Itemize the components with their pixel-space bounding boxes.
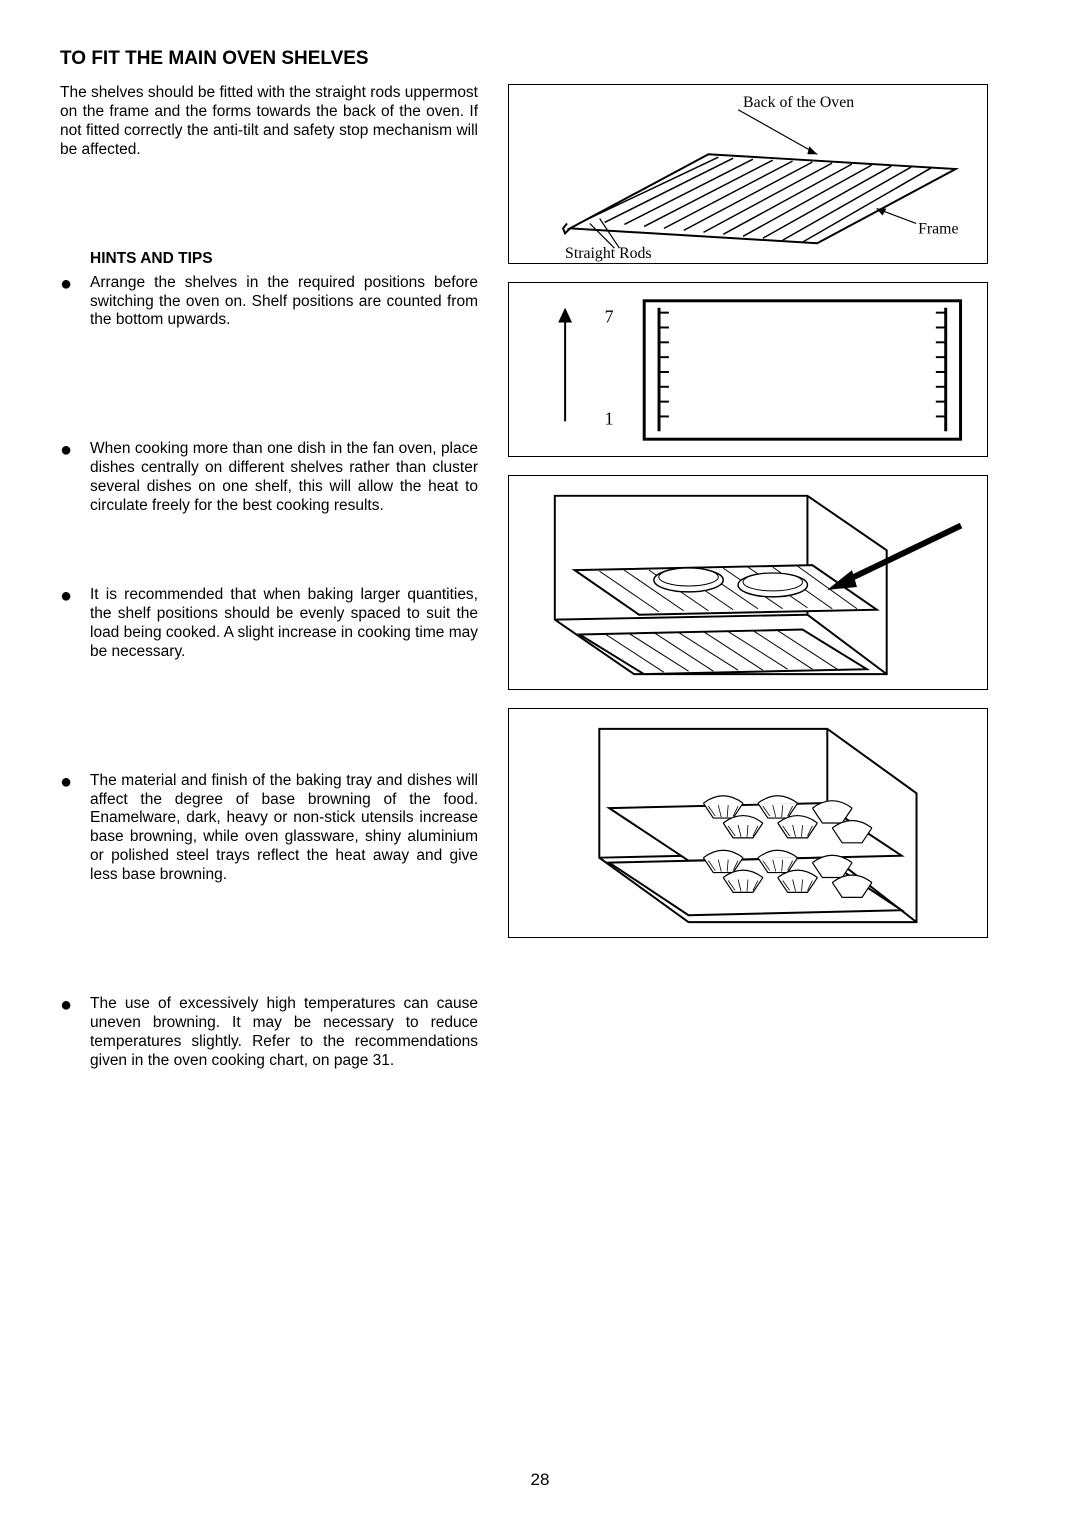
label-frame: Frame [918,220,958,237]
right-column: Back of the Oven Frame Straight Rods [508,84,988,1071]
figure-dishes-insertion [508,475,988,690]
bullet-item: ● The use of excessively high temperatur… [60,995,478,1071]
bullet-item: ● It is recommended that when baking lar… [60,586,478,662]
bullet-text: When cooking more than one dish in the f… [90,440,478,516]
hints-subtitle: HINTS AND TIPS [90,250,478,268]
figure-shelf-positions: 7 1 [508,282,988,457]
left-column: The shelves should be fitted with the st… [60,84,478,1071]
bullet-item: ● When cooking more than one dish in the… [60,440,478,516]
bullet-text: Arrange the shelves in the required posi… [90,274,478,331]
figure-shelf-diagram: Back of the Oven Frame Straight Rods [508,84,988,264]
bullet-item: ● Arrange the shelves in the required po… [60,274,478,331]
figure-baking-muffins [508,708,988,938]
label-straight-rods: Straight Rods [565,245,652,262]
page-title: TO FIT THE MAIN OVEN SHELVES [60,48,1020,70]
bullet-item: ● The material and finish of the baking … [60,772,478,885]
bullet-icon: ● [60,586,90,662]
label-position-1: 1 [605,408,614,428]
bullet-icon: ● [60,772,90,885]
label-back-oven: Back of the Oven [743,94,854,111]
label-position-7: 7 [605,307,614,327]
bullet-icon: ● [60,440,90,516]
bullet-icon: ● [60,274,90,331]
bullet-icon: ● [60,995,90,1071]
bullet-text: The material and finish of the baking tr… [90,772,478,885]
bullet-text: The use of excessively high temperatures… [90,995,478,1071]
page-number: 28 [0,1470,1080,1490]
bullet-text: It is recommended that when baking large… [90,586,478,662]
intro-paragraph: The shelves should be fitted with the st… [60,84,478,160]
